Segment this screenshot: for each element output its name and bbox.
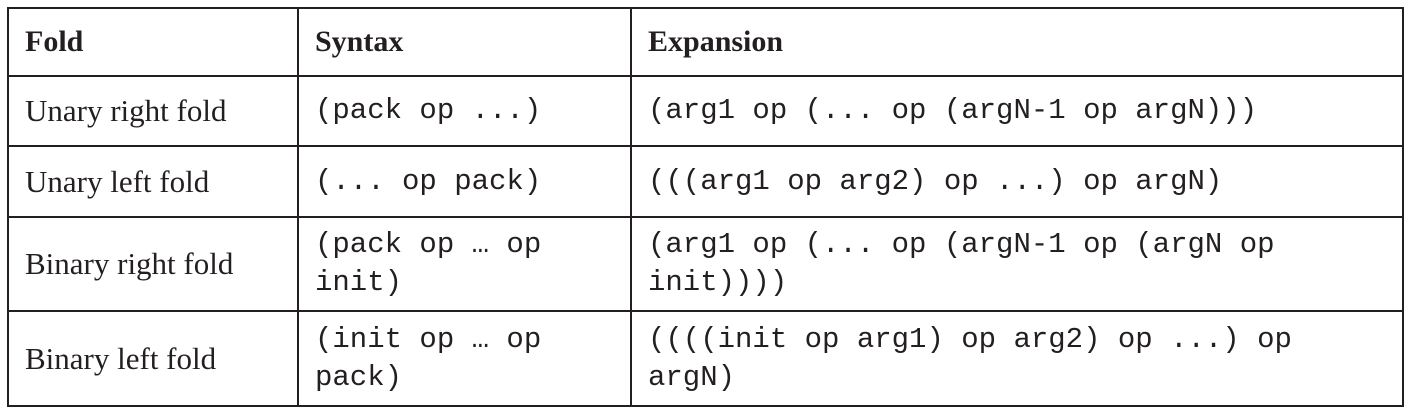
- expansion-cell: ((((init op arg1) op arg2) op ...) op ar…: [630, 310, 1404, 407]
- table-row-unary-right-fold: Unary right fold (pack op ...) (arg1 op …: [7, 74, 1404, 148]
- fold-name-cell: Binary right fold: [7, 215, 299, 313]
- expansion-cell: (arg1 op (... op (argN-1 op (argN op ini…: [630, 215, 1404, 313]
- table-row-unary-left-fold: Unary left fold (... op pack) (((arg1 op…: [7, 145, 1404, 218]
- fold-name-cell: Binary left fold: [7, 310, 299, 407]
- header-expansion: Expansion: [630, 7, 1404, 77]
- table-row-binary-right-fold: Binary right fold (pack op … op init) (a…: [7, 215, 1404, 313]
- expansion-cell: (arg1 op (... op (argN-1 op argN))): [630, 74, 1404, 148]
- fold-name-cell: Unary right fold: [7, 74, 299, 148]
- fold-expressions-table: Fold Syntax Expansion Unary right fold (…: [7, 7, 1404, 407]
- expansion-cell: (((arg1 op arg2) op ...) op argN): [630, 145, 1404, 218]
- header-syntax: Syntax: [297, 7, 632, 77]
- syntax-cell: (... op pack): [297, 145, 632, 218]
- syntax-cell: (init op … op pack): [297, 310, 632, 407]
- syntax-cell: (pack op ...): [297, 74, 632, 148]
- table-row-binary-left-fold: Binary left fold (init op … op pack) (((…: [7, 310, 1404, 407]
- fold-name-cell: Unary left fold: [7, 145, 299, 218]
- header-row: Fold Syntax Expansion: [7, 7, 1404, 77]
- header-fold: Fold: [7, 7, 299, 77]
- syntax-cell: (pack op … op init): [297, 215, 632, 313]
